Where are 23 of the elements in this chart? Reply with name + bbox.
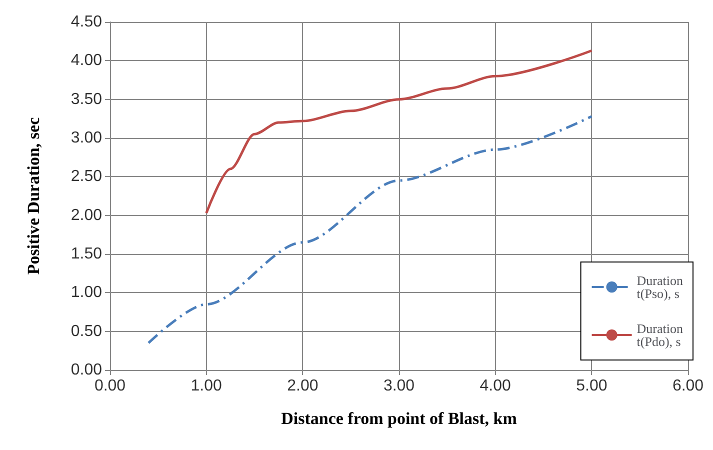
x-tick-label: 1.00: [190, 378, 222, 394]
legend-label: Duration t(Pso), s: [636, 273, 684, 301]
y-tick-label: 1.50: [70, 246, 102, 262]
x-tick-label: 2.00: [287, 378, 318, 394]
x-tick-label: 4.00: [480, 378, 512, 394]
x-axis-title: Distance from point of Blast, km: [281, 409, 517, 428]
y-axis-title: Positive Duration, sec: [24, 116, 43, 275]
y-tick-label: 0.50: [70, 322, 102, 340]
y-tick-label: 4.00: [70, 52, 102, 70]
x-tick-label: 5.00: [576, 378, 608, 394]
y-tick-label: 1.00: [70, 284, 102, 302]
y-tick-label: 2.00: [70, 206, 102, 224]
y-tick-label: 0.00: [70, 362, 102, 378]
line-series: [205, 49, 593, 214]
x-tick-label: 0.00: [94, 378, 126, 394]
y-tick-label: 3.00: [70, 130, 102, 146]
legend-label: Duration t(Pdo), s: [636, 321, 684, 349]
y-tick-label: 2.50: [70, 168, 102, 186]
y-tick-label: 3.50: [70, 90, 102, 108]
y-tick-label: 4.50: [70, 14, 102, 30]
x-tick-label: 3.00: [383, 378, 415, 394]
line-series: [147, 115, 593, 344]
x-tick-label: 6.00: [672, 378, 704, 394]
